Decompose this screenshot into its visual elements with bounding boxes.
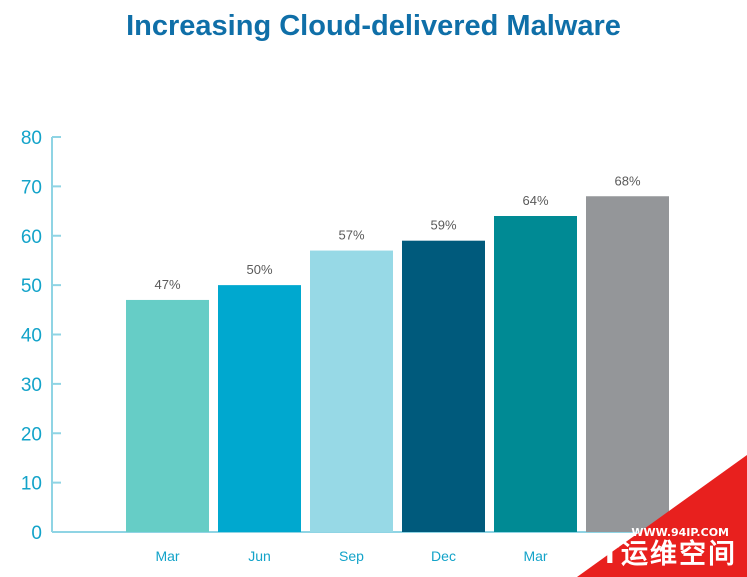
y-tick-label: 80 bbox=[21, 128, 42, 149]
y-tick-label: 50 bbox=[21, 276, 42, 297]
bar bbox=[402, 240, 485, 532]
x-tick-label: Sep bbox=[339, 548, 364, 564]
watermark-name: IT运维空间 bbox=[588, 539, 737, 570]
data-label: 57% bbox=[338, 228, 364, 243]
data-label: 59% bbox=[430, 218, 456, 233]
bar bbox=[310, 250, 393, 532]
data-label: 64% bbox=[522, 193, 548, 208]
x-tick-label: Mar bbox=[155, 548, 179, 564]
y-tick-label: 20 bbox=[21, 424, 42, 445]
y-tick-label: 30 bbox=[21, 375, 42, 396]
bar bbox=[494, 216, 577, 532]
watermark-triangle bbox=[577, 455, 747, 577]
y-tick-label: 60 bbox=[21, 227, 42, 248]
x-tick-label: Dec bbox=[431, 548, 456, 564]
y-tick-label: 0 bbox=[31, 523, 42, 544]
y-tick-label: 70 bbox=[21, 177, 42, 198]
data-label: 68% bbox=[614, 173, 640, 188]
bar bbox=[586, 196, 669, 532]
bar bbox=[126, 299, 209, 532]
watermark: WWW.94IP.COM IT运维空间 bbox=[577, 455, 747, 577]
watermark-url: WWW.94IP.COM bbox=[631, 526, 729, 539]
data-label: 50% bbox=[246, 262, 272, 277]
y-tick-label: 40 bbox=[21, 326, 42, 347]
chart-title: Increasing Cloud-delivered Malware bbox=[126, 10, 621, 42]
bar bbox=[218, 285, 301, 532]
data-label: 47% bbox=[154, 277, 180, 292]
y-tick-label: 10 bbox=[21, 474, 42, 495]
x-tick-label: Jun bbox=[248, 548, 271, 564]
x-tick-label: Mar bbox=[523, 548, 547, 564]
